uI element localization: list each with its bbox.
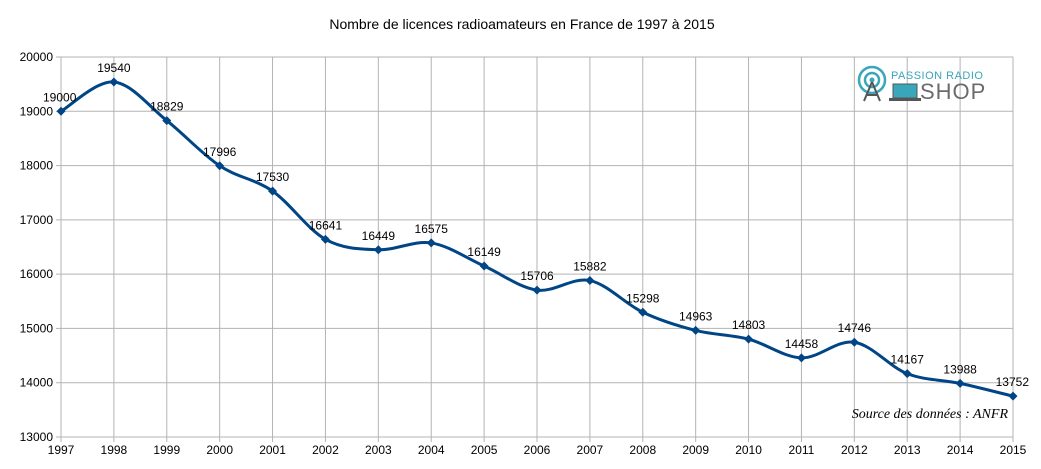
data-label-2013: 14167 — [891, 353, 925, 367]
xtick-label-2008: 2008 — [629, 443, 656, 457]
logo-text-bottom: SHOP — [920, 79, 986, 104]
ytick-label-19000: 19000 — [20, 104, 54, 118]
laptop-icon — [889, 83, 921, 101]
ytick-label-15000: 15000 — [20, 321, 54, 335]
ytick-label-13000: 13000 — [20, 430, 54, 444]
xtick-label-1998: 1998 — [101, 443, 128, 457]
xtick-label-2006: 2006 — [524, 443, 551, 457]
data-labels: 19000 19540 18829 17996 17530 16641 16449 16575… — [43, 61, 1029, 389]
xtick-label-2002: 2002 — [312, 443, 339, 457]
data-label-1999: 18829 — [150, 100, 184, 114]
data-point-1999 — [162, 116, 172, 126]
data-point-2002 — [320, 234, 330, 244]
xtick-label-2004: 2004 — [418, 443, 445, 457]
xtick-label-2000: 2000 — [206, 443, 233, 457]
xtick-label-2003: 2003 — [365, 443, 392, 457]
data-label-2001: 17530 — [256, 170, 290, 184]
data-label-1997: 19000 — [43, 90, 77, 104]
xtick-label-2012: 2012 — [841, 443, 868, 457]
data-point-2009 — [691, 325, 701, 335]
gridlines — [60, 56, 1014, 438]
data-point-2015 — [1008, 391, 1018, 401]
ytick-label-17000: 17000 — [20, 213, 54, 227]
data-point-1997 — [56, 106, 66, 116]
data-points — [56, 77, 1018, 401]
logo-text-top: PASSION RADIO — [891, 70, 983, 82]
data-label-2015: 13752 — [996, 375, 1030, 389]
ytick-label-14000: 14000 — [20, 376, 54, 390]
data-label-2009: 14963 — [679, 309, 713, 323]
xtick-label-2010: 2010 — [735, 443, 762, 457]
data-point-2004 — [426, 238, 436, 248]
data-label-2005: 16149 — [467, 245, 501, 259]
data-label-2006: 15706 — [520, 269, 554, 283]
source-note: Source des données : ANFR — [852, 407, 1009, 422]
data-label-1998: 19540 — [97, 61, 131, 75]
data-label-2012: 14746 — [838, 321, 872, 335]
ytick-label-18000: 18000 — [20, 159, 54, 173]
data-point-2012 — [849, 337, 859, 347]
chart-title: Nombre de licences radioamateurs en Fran… — [329, 16, 714, 32]
data-label-2010: 14803 — [732, 318, 766, 332]
data-label-2014: 13988 — [943, 362, 977, 376]
data-label-2002: 16641 — [309, 218, 343, 232]
radio-tower-icon — [857, 65, 887, 102]
data-label-2011: 14458 — [785, 337, 819, 351]
xtick-label-2009: 2009 — [682, 443, 709, 457]
data-point-2014 — [955, 378, 965, 388]
y-axis-ticks: 13000 14000 15000 16000 17000 18000 19000 20000 — [20, 50, 61, 444]
xtick-label-2007: 2007 — [577, 443, 604, 457]
data-point-2001 — [268, 186, 278, 196]
ytick-label-16000: 16000 — [20, 267, 54, 281]
data-point-2000 — [215, 161, 225, 171]
data-point-2008 — [638, 307, 648, 317]
data-point-2013 — [902, 369, 912, 379]
xtick-label-2015: 2015 — [1000, 443, 1027, 457]
xtick-label-2001: 2001 — [259, 443, 286, 457]
data-point-2011 — [796, 353, 806, 363]
data-point-2006 — [532, 285, 542, 295]
xtick-label-2005: 2005 — [471, 443, 498, 457]
xtick-label-1999: 1999 — [153, 443, 180, 457]
xtick-label-2011: 2011 — [789, 443, 815, 457]
data-label-2008: 15298 — [626, 291, 660, 305]
data-point-2005 — [479, 261, 489, 271]
data-label-2003: 16449 — [362, 229, 396, 243]
xtick-label-2014: 2014 — [947, 443, 974, 457]
xtick-label-2013: 2013 — [894, 443, 921, 457]
x-axis-ticks: 1997 1998 1999 2000 2001 2002 2003 2004 2005 2006… — [48, 437, 1027, 457]
data-label-2007: 15882 — [573, 260, 607, 274]
logo: PASSION RADIO SHOP — [857, 65, 986, 104]
data-point-1998 — [109, 77, 119, 87]
data-point-2003 — [373, 245, 383, 255]
data-point-2007 — [585, 276, 595, 286]
xtick-label-1997: 1997 — [48, 443, 75, 457]
ytick-label-20000: 20000 — [20, 50, 54, 64]
data-label-2004: 16575 — [415, 222, 449, 236]
data-point-2010 — [744, 334, 754, 344]
data-label-2000: 17996 — [203, 145, 237, 159]
